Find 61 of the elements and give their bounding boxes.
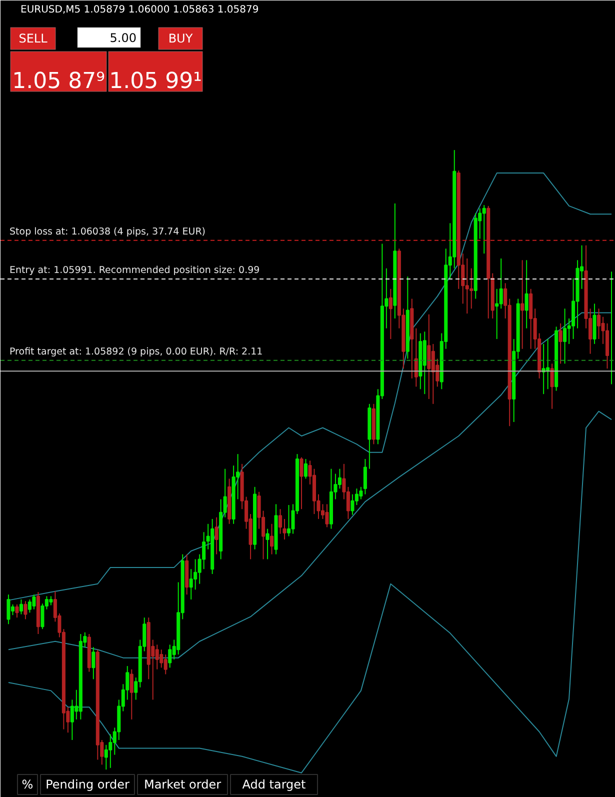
candlestick (350, 494, 354, 516)
candlestick (495, 288, 499, 340)
candlestick (194, 558, 198, 590)
candlestick (482, 204, 486, 254)
annotation: % (22, 778, 34, 792)
candlestick (270, 523, 274, 555)
candlestick (286, 504, 291, 537)
candlestick (15, 604, 19, 618)
candlestick (304, 458, 308, 480)
candlestick (202, 532, 206, 570)
annotation: Pending order (46, 778, 130, 792)
candlestick (363, 458, 367, 495)
candlestick (49, 596, 53, 606)
candlestick (470, 268, 474, 310)
candlestick (130, 668, 134, 720)
annotation: SELL (18, 32, 48, 46)
candlestick (92, 646, 96, 680)
candlestick (155, 644, 159, 670)
candlestick (28, 598, 32, 614)
candlestick (19, 598, 23, 615)
candlestick (325, 504, 329, 528)
candlestick (266, 528, 270, 560)
ref-line-label: Stop loss at: 1.06038 (4 pips, 37.74 EUR) (10, 226, 206, 238)
candlestick (558, 322, 562, 364)
candlestick (338, 468, 342, 490)
candlestick (104, 744, 108, 770)
candlestick (431, 343, 435, 404)
annotation: 5.00 (110, 31, 136, 45)
annotation: Add target (242, 778, 306, 792)
candlestick (359, 486, 363, 500)
candlestick (189, 568, 193, 600)
ref-line-label: Profit target at: 1.05892 (9 pips, 0.00 EUR). R/R: 2.11 (10, 346, 263, 358)
candlestick (214, 516, 218, 555)
chart-title: EURUSD,M5 1.05879 1.06000 1.05863 1.05879 (20, 4, 259, 16)
candlestick (388, 288, 392, 340)
candlestick (24, 600, 28, 620)
candlestick (550, 363, 554, 410)
annotation: BUY (168, 32, 194, 46)
candlestick (70, 699, 74, 740)
candlestick (6, 594, 10, 625)
ref-line-label: Entry at: 1.05991. Recommended position size: 0.99 (10, 265, 260, 276)
candlestick (592, 303, 596, 344)
candlestick (32, 594, 36, 610)
candlestick (499, 258, 503, 310)
candlestick (414, 328, 418, 388)
candlestick (278, 508, 282, 534)
candlestick (40, 603, 44, 630)
candlestick (520, 260, 524, 350)
annotation: 1.05 87⁹ (12, 69, 105, 94)
candlestick (596, 308, 601, 340)
candlestick (524, 260, 528, 329)
candlestick (563, 308, 567, 364)
candlestick (465, 258, 469, 314)
candlestick (108, 734, 112, 768)
candlestick (160, 649, 164, 668)
candlestick (168, 644, 172, 668)
candlestick (164, 654, 168, 675)
candlestick (300, 456, 304, 510)
candlestick (427, 314, 431, 400)
annotation: 1.05 99¹ (109, 69, 202, 94)
annotation: Market order (144, 778, 222, 792)
